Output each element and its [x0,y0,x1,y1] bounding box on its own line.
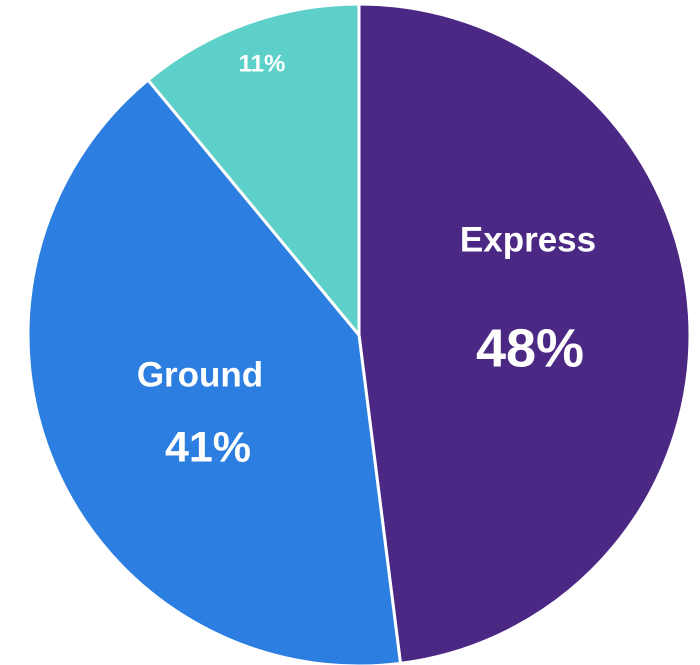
slice-value-label-express: 48% [476,318,584,378]
pie-labels: Express 48% Ground 41% 11% [137,50,596,471]
pie-slice-express [357,2,692,665]
pie-slice-slice-3 [146,2,361,337]
pie-slices [26,2,692,665]
slice-value-label-slice-3: 11% [239,50,286,77]
slice-name-label-ground: Ground [137,355,263,394]
slice-value-label-ground: 41% [165,423,251,471]
pie-slice-ground [26,78,402,665]
slice-name-label-express: Express [460,220,596,259]
